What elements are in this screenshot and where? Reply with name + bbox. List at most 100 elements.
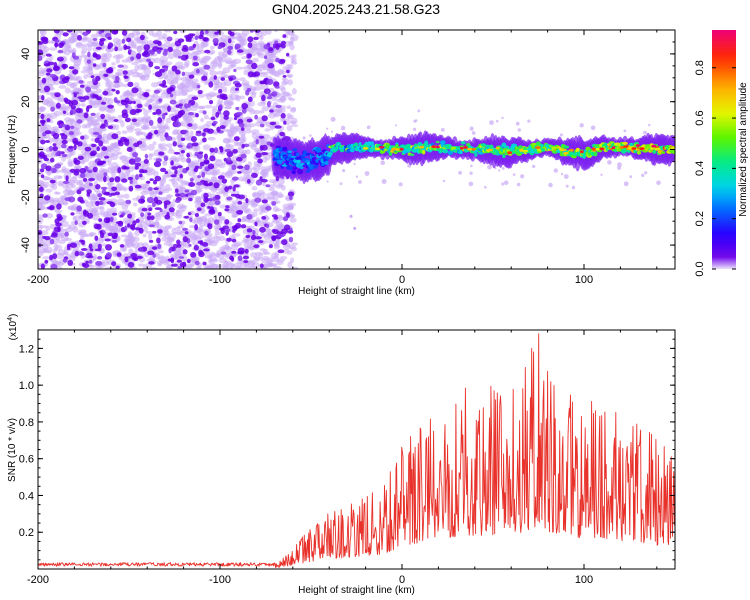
noise-point	[188, 197, 193, 202]
noise-point	[179, 109, 185, 116]
noise-point	[68, 131, 75, 136]
noise-point	[90, 33, 99, 40]
noise-point	[241, 103, 249, 110]
noise-point	[236, 95, 241, 102]
noise-point	[103, 73, 109, 78]
noise-point	[285, 118, 291, 126]
noise-point	[136, 103, 143, 109]
noise-point	[126, 93, 134, 99]
noise-point	[203, 197, 209, 203]
noise-point	[70, 108, 77, 115]
sparse-point	[487, 164, 492, 170]
noise-point	[83, 112, 89, 119]
sparse-point	[495, 119, 499, 123]
noise-point	[99, 230, 103, 234]
noise-point	[165, 117, 171, 124]
noise-point	[201, 132, 206, 137]
noise-point	[246, 179, 251, 184]
noise-point	[262, 248, 269, 255]
noise-point	[291, 88, 297, 95]
noise-point	[146, 58, 151, 62]
noise-point	[97, 243, 102, 250]
noise-point	[198, 49, 206, 54]
noise-point	[254, 30, 261, 33]
noise-point	[153, 57, 161, 64]
noise-point	[112, 212, 118, 216]
noise-point	[182, 130, 189, 134]
band-point	[652, 149, 657, 154]
noise-point	[241, 133, 246, 141]
noise-point	[55, 222, 62, 227]
noise-point	[98, 106, 106, 112]
noise-point	[174, 121, 182, 128]
noise-point	[231, 164, 237, 170]
noise-point	[215, 168, 221, 175]
band-point	[502, 153, 506, 159]
band-peak	[550, 146, 557, 150]
noise-point	[49, 183, 55, 189]
noise-point	[222, 47, 229, 52]
noise-point	[110, 216, 114, 223]
noise-point	[42, 200, 49, 205]
noise-point	[89, 173, 95, 179]
band-peak	[595, 147, 600, 151]
noise-point	[253, 36, 259, 41]
noise-point	[88, 243, 93, 249]
noise-point	[146, 196, 154, 204]
noise-point	[254, 71, 260, 77]
noise-point	[97, 212, 104, 215]
spectrogram-data	[38, 30, 675, 269]
noise-point	[127, 32, 135, 39]
noise-point	[234, 82, 242, 88]
band-point	[540, 143, 544, 148]
noise-point	[186, 152, 191, 158]
band-peak	[487, 148, 493, 152]
noise-point	[92, 256, 97, 260]
noise-point	[106, 78, 111, 84]
noise-point	[182, 227, 188, 231]
noise-point	[174, 61, 184, 69]
noise-point	[62, 258, 68, 263]
noise-point	[168, 247, 172, 254]
noise-point	[273, 265, 282, 269]
band-point	[285, 160, 290, 166]
noise-point	[219, 125, 226, 130]
noise-point	[142, 126, 151, 130]
noise-point	[141, 40, 147, 46]
y-tick-label: 0.4	[19, 490, 34, 502]
noise-point	[152, 112, 157, 115]
band-peak	[668, 148, 672, 151]
noise-point	[52, 248, 57, 254]
sparse-point	[358, 180, 362, 184]
noise-point	[209, 45, 215, 50]
noise-point	[56, 56, 64, 62]
noise-point	[256, 138, 265, 145]
noise-point	[42, 176, 51, 181]
noise-point	[55, 152, 59, 157]
band-point	[296, 159, 301, 164]
noise-point	[45, 188, 53, 193]
noise-point	[134, 131, 143, 135]
x-tick-label: -100	[209, 574, 231, 586]
noise-point	[199, 30, 204, 37]
noise-point	[179, 105, 183, 109]
noise-point	[266, 67, 276, 71]
noise-point	[99, 151, 108, 157]
noise-point	[282, 66, 287, 70]
noise-point	[157, 250, 164, 254]
noise-point	[159, 183, 165, 189]
noise-point	[64, 99, 72, 105]
noise-point	[114, 176, 121, 183]
noise-point	[135, 218, 140, 223]
noise-point	[90, 75, 95, 79]
noise-point	[150, 215, 155, 221]
noise-point	[196, 181, 204, 186]
y-tick-label: 20	[20, 96, 32, 108]
noise-point	[245, 197, 249, 204]
noise-point	[95, 75, 101, 82]
noise-point	[86, 189, 92, 194]
band-point	[430, 142, 435, 146]
sparse-point	[498, 169, 501, 172]
noise-point	[73, 144, 77, 151]
